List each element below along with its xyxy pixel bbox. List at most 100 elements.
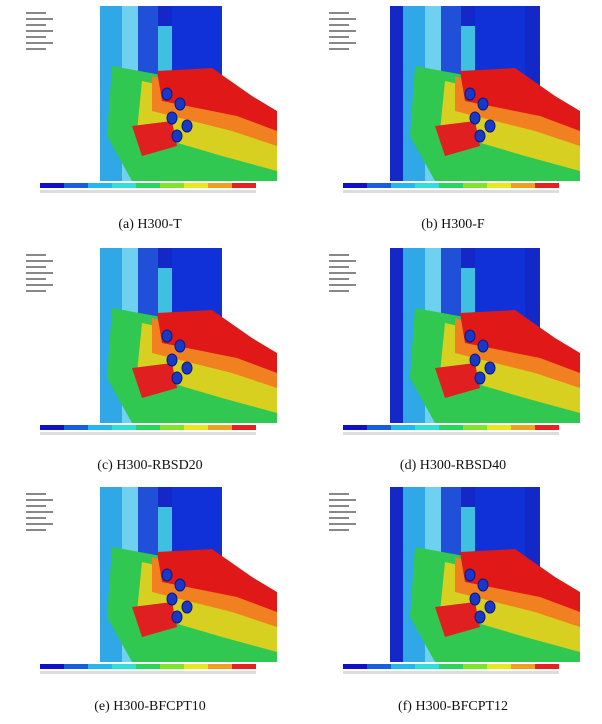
colorbar-segment [208, 425, 232, 430]
bolt [162, 569, 172, 581]
colorbar-segment [511, 183, 535, 188]
colorbar-segment [112, 425, 136, 430]
contour-image [22, 487, 277, 677]
legend-text-line [26, 24, 46, 26]
colorbar-segment [487, 664, 511, 669]
legend-text-line [329, 266, 349, 268]
colorbar-segment [367, 425, 391, 430]
legend-text-line [329, 30, 356, 32]
bolt [485, 362, 495, 374]
bolt [162, 88, 172, 100]
legend-text-line [329, 18, 356, 20]
colorbar-segment [439, 183, 463, 188]
colorbar-segment [88, 425, 112, 430]
colorbar-segment [463, 664, 487, 669]
legend-text-line [26, 12, 46, 14]
legend-text-line [329, 24, 349, 26]
legend-text-line [329, 42, 356, 44]
legend-text-line [329, 523, 356, 525]
legend-text-line [329, 499, 356, 501]
colorbar-segment [160, 183, 184, 188]
colorbar-segment [463, 183, 487, 188]
legend-text-line [329, 254, 349, 256]
legend-text-line [26, 290, 46, 292]
bolt [465, 330, 475, 342]
colorbar-segment [391, 425, 415, 430]
colorbar-segment [487, 425, 511, 430]
legend-text-line [329, 260, 356, 262]
colorbar-ticks [40, 432, 256, 435]
legend-text-line [26, 18, 53, 20]
legend-text-line [329, 12, 349, 14]
legend-text-line [329, 529, 349, 531]
colorbar-ticks [343, 432, 559, 435]
colorbar-segment [40, 664, 64, 669]
colorbar-segment [367, 664, 391, 669]
colorbar-segment [463, 425, 487, 430]
colorbar-segment [535, 425, 559, 430]
caption: (e) H300-BFCPT10 [94, 699, 206, 714]
colorbar-segment [64, 664, 88, 669]
colorbar-segment [415, 664, 439, 669]
colorbar-segment [160, 664, 184, 669]
legend-text-line [329, 493, 349, 495]
colorbar-segment [535, 664, 559, 669]
legend-text-line [26, 48, 46, 50]
legend-text-line [329, 284, 356, 286]
bolt [167, 354, 177, 366]
bolt [470, 112, 480, 124]
legend-text-line [26, 266, 46, 268]
colorbar-segment [160, 425, 184, 430]
legend-text-line [26, 517, 46, 519]
legend-text-line [26, 36, 46, 38]
caption: (a) H300-T [118, 217, 182, 232]
bolt [175, 98, 185, 110]
colorbar-segment [439, 664, 463, 669]
legend-text-line [26, 505, 46, 507]
colorbar-segment [439, 425, 463, 430]
contour-image [325, 6, 580, 196]
colorbar-segment [136, 664, 160, 669]
caption: (f) H300-BFCPT12 [398, 699, 508, 714]
bolt [485, 120, 495, 132]
caption: (d) H300-RBSD40 [400, 458, 506, 473]
legend-text-line [26, 272, 53, 274]
bolt [478, 340, 488, 352]
bolt [172, 130, 182, 142]
bolt [485, 601, 495, 613]
colorbar-segment [112, 664, 136, 669]
colorbar-segment [511, 425, 535, 430]
legend-text-line [329, 272, 356, 274]
colorbar-segment [136, 425, 160, 430]
bolt [470, 354, 480, 366]
colorbar-segment [343, 664, 367, 669]
legend-text-line [329, 511, 356, 513]
colorbar-segment [487, 183, 511, 188]
legend-text-line [26, 254, 46, 256]
colorbar-ticks [343, 671, 559, 674]
caption: (b) H300-F [421, 217, 485, 232]
bolt [470, 593, 480, 605]
colorbar-segment [232, 183, 256, 188]
legend-text-line [329, 290, 349, 292]
legend-text-line [26, 499, 53, 501]
colorbar-segment [343, 425, 367, 430]
legend-text-line [329, 505, 349, 507]
bolt [478, 579, 488, 591]
bolt [162, 330, 172, 342]
legend-text-line [329, 36, 349, 38]
colorbar-segment [184, 183, 208, 188]
bolt [475, 611, 485, 623]
colorbar-segment [40, 183, 64, 188]
colorbar-ticks [40, 190, 256, 193]
colorbar-segment [184, 664, 208, 669]
bolt [475, 130, 485, 142]
colorbar-segment [511, 664, 535, 669]
bolt [175, 579, 185, 591]
legend-text-line [329, 517, 349, 519]
legend-text-line [26, 278, 46, 280]
bolt [478, 98, 488, 110]
bolt [167, 593, 177, 605]
legend-text-line [26, 284, 53, 286]
colorbar-ticks [40, 671, 256, 674]
